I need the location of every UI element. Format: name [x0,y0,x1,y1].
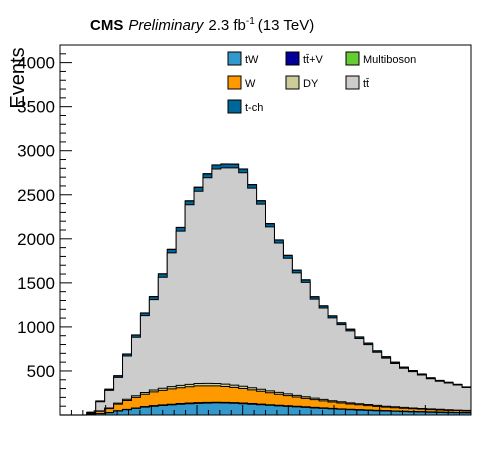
legend-label: Multiboson [363,54,416,66]
legend-swatch [228,52,241,65]
figure-title: CMS Preliminary 2.3 fb-1 (13 TeV) [90,16,314,34]
legend-swatch [346,52,359,65]
legend-label: W [245,78,256,90]
legend-label: tW [245,54,259,66]
legend-label: tt̄ [363,78,369,90]
legend-label: t-ch [245,102,263,114]
legend-swatch [346,76,359,89]
y-tick-label: 1000 [17,318,55,337]
y-tick-label: 3000 [17,142,55,161]
y-tick-label: 2500 [17,186,55,205]
y-tick-label: 1500 [17,274,55,293]
y-tick-label: 500 [27,362,55,381]
legend-swatch [228,100,241,113]
legend-swatch [286,76,299,89]
legend-label: DY [303,78,319,90]
legend-swatch [286,52,299,65]
y-tick-label: 2000 [17,230,55,249]
y-axis-label: Events [7,47,29,108]
legend-label: tt̄+V [303,54,324,66]
legend-swatch [228,76,241,89]
